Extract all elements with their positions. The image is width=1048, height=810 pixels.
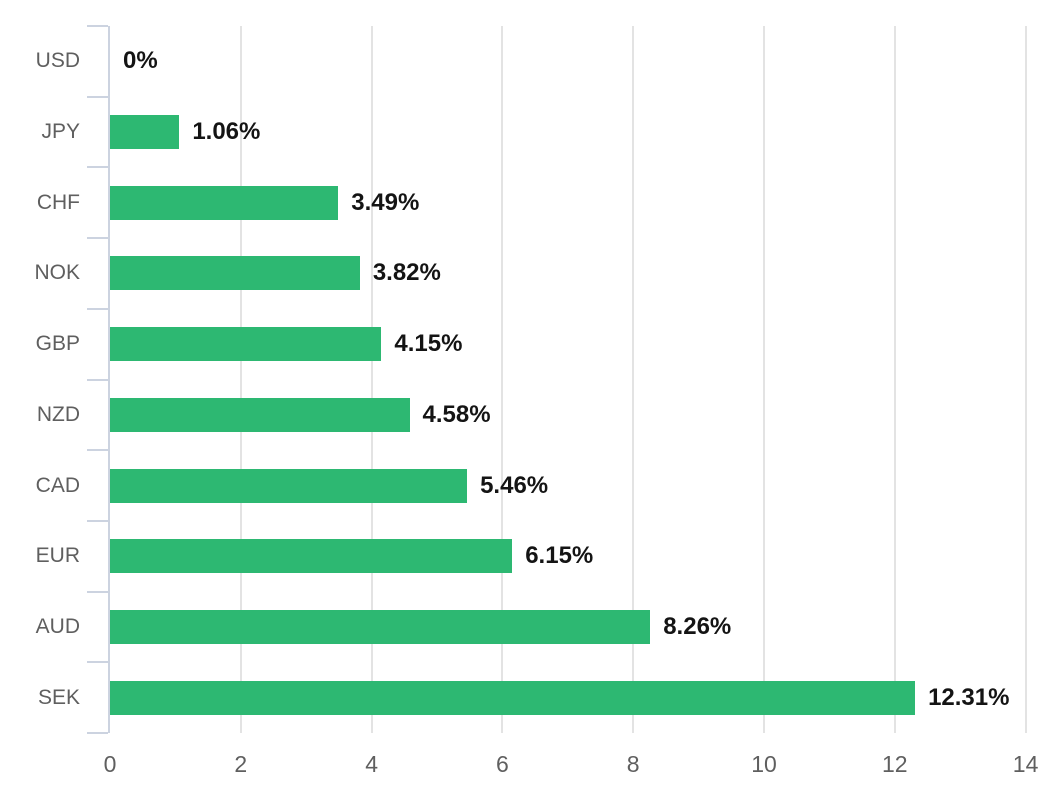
gridline-x-10 (763, 26, 765, 733)
gridline-x-8 (632, 26, 635, 733)
value-label-chf: 3.49% (351, 188, 420, 216)
value-label-usd: 0% (123, 47, 158, 75)
category-label-usd: USD (35, 49, 80, 73)
x-tick-label-8: 8 (626, 751, 640, 777)
category-label-aud: AUD (35, 614, 80, 638)
category-label-cad: CAD (35, 473, 80, 497)
x-tick-label-12: 12 (882, 751, 908, 777)
category-label-gbp: GBP (35, 332, 80, 356)
category-label-sek: SEK (37, 685, 80, 709)
bar-nzd (110, 397, 410, 432)
gridline-x-6 (501, 26, 504, 733)
y-axis-tick (87, 237, 108, 240)
gridline-x-2 (239, 26, 242, 733)
value-label-sek: 12.31% (928, 683, 1010, 711)
category-label-eur: EUR (35, 544, 80, 568)
x-tick-label-6: 6 (495, 751, 509, 777)
bar-nok (110, 256, 360, 291)
value-label-nzd: 4.58% (422, 400, 491, 428)
category-label-chf: CHF (36, 190, 80, 214)
y-axis-tick (87, 590, 108, 593)
x-tick-label-2: 2 (234, 751, 248, 777)
category-label-nzd: NZD (36, 402, 80, 426)
bar-sek (110, 680, 916, 715)
y-axis-tick (87, 166, 108, 169)
x-tick-label-0: 0 (103, 751, 117, 777)
y-axis-tick (87, 449, 108, 452)
bar-chf (110, 185, 339, 220)
value-label-jpy: 1.06% (192, 118, 261, 146)
x-tick-label-10: 10 (751, 751, 777, 777)
bar-aud (110, 609, 651, 644)
category-label-nok: NOK (34, 261, 80, 285)
y-axis-tick (87, 732, 108, 734)
y-axis-tick (87, 307, 108, 310)
bar-gbp (110, 327, 382, 362)
bar-jpy (110, 115, 180, 150)
value-label-aud: 8.26% (663, 612, 732, 640)
value-label-cad: 5.46% (480, 471, 549, 499)
x-tick-label-4: 4 (365, 751, 378, 777)
y-axis-tick (87, 661, 108, 664)
x-tick-label-14: 14 (1012, 751, 1039, 777)
bar-cad (110, 468, 468, 503)
category-label-jpy: JPY (41, 120, 80, 144)
y-axis-tick (87, 95, 108, 98)
bar-eur (110, 539, 513, 574)
value-label-gbp: 4.15% (394, 330, 463, 358)
y-axis-tick (87, 519, 108, 522)
y-axis-line (108, 26, 110, 733)
gridline-x-12 (893, 26, 896, 733)
value-label-nok: 3.82% (372, 259, 441, 287)
gridline-x-4 (370, 26, 373, 733)
y-axis-tick (87, 25, 108, 27)
value-label-eur: 6.15% (525, 542, 594, 570)
gridline-x-14 (1024, 26, 1027, 733)
y-axis-tick (87, 378, 108, 381)
